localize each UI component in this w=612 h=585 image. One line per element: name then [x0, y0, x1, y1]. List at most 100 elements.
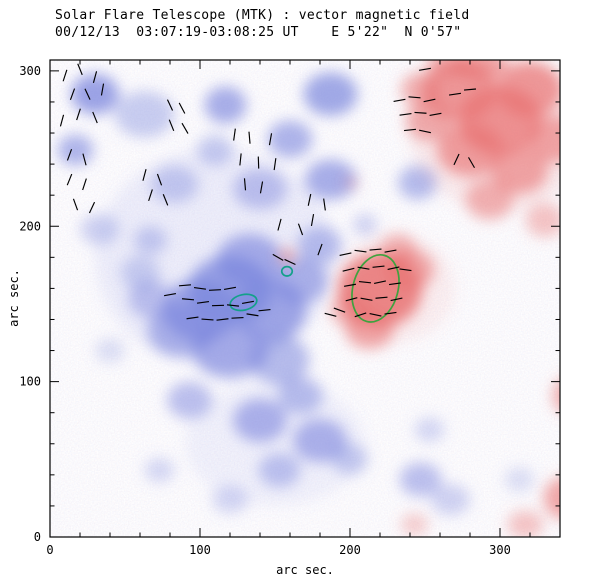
field-vector-mark — [226, 304, 240, 307]
field-vector-mark — [223, 286, 237, 291]
field-vector-mark — [399, 112, 412, 116]
x-tick-label: 300 — [489, 543, 511, 557]
field-vector-mark — [310, 214, 315, 227]
field-vector-mark — [418, 67, 432, 71]
field-vector-mark — [59, 114, 65, 127]
field-vector-mark — [390, 297, 403, 302]
field-vector-mark — [196, 300, 210, 304]
field-vector-mark — [317, 243, 323, 256]
field-vector-mark — [354, 312, 367, 318]
field-vector-mark — [66, 173, 73, 186]
positive-blob — [279, 249, 295, 262]
field-vector-mark — [76, 108, 81, 121]
field-vector-mark — [178, 284, 192, 287]
positive-blob — [528, 115, 560, 163]
field-vector-mark — [166, 99, 174, 111]
field-vector-mark — [372, 265, 385, 268]
negative-blob — [233, 168, 287, 210]
field-vector-mark — [468, 157, 475, 169]
y-tick-label: 200 — [19, 219, 41, 233]
plot-subtitle: 00/12/13 03:07:19-03:08:25 UT E 5'22" N … — [55, 25, 462, 40]
field-vector-mark — [216, 318, 229, 321]
negative-blob — [80, 213, 119, 245]
field-vector-mark — [201, 318, 214, 321]
y-axis-label: arc sec. — [7, 269, 21, 327]
field-vector-mark — [354, 249, 367, 253]
positive-blob — [401, 513, 428, 536]
negative-blob — [305, 159, 356, 200]
negative-blob — [150, 165, 199, 203]
negative-blob — [134, 226, 167, 255]
field-vector-mark — [100, 83, 105, 96]
field-vector-mark — [181, 122, 189, 134]
field-vector-mark — [374, 280, 386, 284]
field-vector-mark — [297, 223, 304, 236]
x-tick-label: 200 — [339, 543, 361, 557]
negative-blob — [144, 457, 175, 483]
negative-blob — [71, 73, 119, 115]
negative-blob — [267, 120, 313, 158]
field-vector-mark — [339, 252, 352, 257]
axes-frame — [49, 59, 561, 538]
positive-blob — [497, 61, 560, 118]
field-vector-mark — [142, 169, 147, 181]
field-vector-mark — [403, 128, 417, 132]
field-vector-mark — [186, 316, 199, 320]
positive-blob — [491, 147, 548, 194]
green-contour — [280, 265, 294, 277]
negative-blob — [273, 257, 328, 304]
negative-blob — [128, 280, 173, 318]
x-axis-label: arc sec. — [276, 563, 334, 577]
field-vector-mark — [342, 267, 355, 272]
field-vector-mark — [231, 317, 244, 319]
field-vector-mark — [408, 96, 421, 99]
field-vector-mark — [393, 98, 406, 103]
x-tick-label: 100 — [189, 543, 211, 557]
field-vector-mark — [92, 111, 98, 124]
negative-blob — [332, 443, 368, 475]
field-vector-mark — [375, 296, 388, 299]
positive-blob — [380, 234, 416, 266]
field-vector-mark — [323, 198, 326, 211]
negative-blob — [114, 91, 175, 138]
positive-blob — [426, 60, 469, 78]
field-vector-mark — [163, 293, 177, 297]
field-vector-mark — [66, 148, 73, 161]
field-vector-mark — [453, 153, 460, 166]
field-vector-mark — [258, 308, 271, 312]
field-vector-mark — [419, 129, 431, 134]
field-vector-mark — [181, 298, 195, 301]
negative-blob — [249, 335, 310, 385]
field-vector-mark — [284, 258, 296, 266]
field-vector-mark — [241, 300, 255, 304]
negative-blob — [120, 255, 160, 290]
field-vector-mark — [333, 307, 346, 313]
field-vector-mark — [233, 128, 236, 141]
field-vector-mark — [399, 268, 412, 272]
field-vector-mark — [84, 88, 91, 100]
vector-field-layer — [59, 63, 477, 321]
plot-frame — [49, 59, 561, 538]
negative-blob — [353, 213, 377, 236]
field-vector-mark — [388, 282, 402, 286]
field-vector-mark — [448, 92, 462, 96]
negative-blob — [297, 226, 343, 264]
field-vector-mark — [429, 112, 442, 116]
field-vector-mark — [277, 218, 282, 231]
field-vector-mark — [168, 119, 175, 132]
field-vector-mark — [77, 63, 83, 76]
plot-area — [50, 60, 560, 537]
x-tick-label: 0 — [46, 543, 53, 557]
negative-blob — [212, 485, 248, 514]
field-vector-mark — [414, 111, 427, 114]
negative-blob — [197, 134, 233, 166]
green-contour — [351, 254, 400, 323]
negative-blob — [293, 418, 347, 463]
negative-blob — [399, 462, 442, 497]
negative-polarity-layer — [57, 72, 535, 516]
negative-blob — [414, 417, 445, 443]
field-vector-mark — [369, 313, 382, 317]
field-vector-mark — [384, 249, 397, 253]
field-vector-mark — [92, 71, 98, 84]
